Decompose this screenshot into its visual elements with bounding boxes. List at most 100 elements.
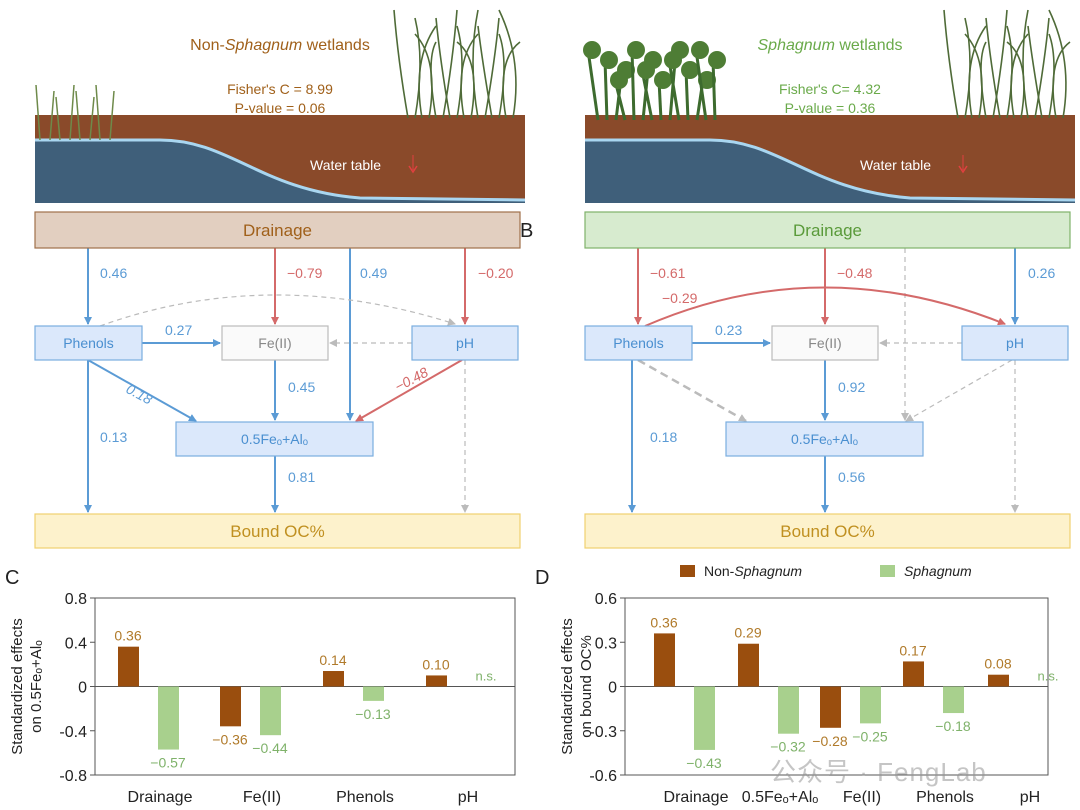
sedge-blade xyxy=(435,17,451,119)
node-drainage xyxy=(584,211,1071,249)
path-coefficient: 0.18 xyxy=(650,429,677,445)
sphagnum-leaf xyxy=(664,51,682,69)
y-tick-label: -0.6 xyxy=(589,768,617,785)
node-combo xyxy=(175,421,374,457)
node-label-fe: Fe(II) xyxy=(258,335,291,351)
legend-non-prefix: Non- xyxy=(704,563,735,579)
sphagnum-plant xyxy=(586,49,600,121)
sedge-blade xyxy=(1006,25,1013,119)
y-tick-label: 0.4 xyxy=(65,635,87,652)
y-tick-label: 0.3 xyxy=(595,635,617,652)
path-coefficient: 0.49 xyxy=(360,265,387,281)
water-table-label: Water table xyxy=(860,157,931,173)
node-ph xyxy=(411,325,519,361)
path-coefficient: 0.27 xyxy=(165,322,192,338)
node-phenols xyxy=(34,325,143,361)
node-label-ph: pH xyxy=(456,335,474,351)
sedge-blade xyxy=(1022,9,1029,119)
water-table-arrowhead xyxy=(408,165,418,174)
title-italic: Sphagnum xyxy=(225,37,302,54)
water-body xyxy=(585,140,1075,203)
bar-value-label: −0.25 xyxy=(852,728,888,744)
fisher-c: Fisher's C= 4.32 xyxy=(779,81,881,97)
sphagnum-leaf xyxy=(600,51,618,69)
x-tick-label: Drainage xyxy=(128,789,193,806)
path-coefficient: 0.46 xyxy=(100,265,127,281)
title-suffix: wetlands xyxy=(835,37,903,54)
node-label-drainage: Drainage xyxy=(243,221,312,240)
panel-B: Sphagnum wetlands Fisher's C= 4.32 P-value… xyxy=(520,9,1076,549)
sedge-blade xyxy=(968,25,987,119)
sedge-blade xyxy=(418,25,437,119)
node-label-bound: Bound OC% xyxy=(230,522,325,541)
sedge-blade xyxy=(502,41,521,119)
sphagnum-leaf xyxy=(708,51,726,69)
bar-non-sphagnum xyxy=(654,633,675,687)
bar-non-sphagnum xyxy=(118,646,139,687)
bar-value-label: −0.13 xyxy=(355,706,391,722)
x-tick-label: Drainage xyxy=(664,789,729,806)
path-edge-pH-co xyxy=(355,359,463,422)
path-coefficient: 0.81 xyxy=(288,469,315,485)
sedge-blade xyxy=(1034,17,1050,119)
node-bound xyxy=(584,513,1071,549)
bar-label-ns: n.s. xyxy=(476,669,497,684)
watermark: 公众号 · FengLab xyxy=(770,757,987,787)
sphagnum-leaf xyxy=(681,61,699,79)
bar-value-label: 0.14 xyxy=(319,652,346,668)
legend-label-non-sphagnum: Non-Sphagnum xyxy=(704,563,802,579)
node-label-ph: pH xyxy=(1006,335,1024,351)
panel-letter: D xyxy=(535,567,549,589)
sphagnum-leaf xyxy=(691,41,709,59)
path-coefficient: −0.20 xyxy=(478,265,514,281)
bar-value-label: −0.36 xyxy=(212,731,248,747)
sphagnum-plant xyxy=(603,59,609,121)
water-table-label: Water table xyxy=(310,157,381,173)
node-label-combo: 0.5Feₒ+Alₒ xyxy=(241,431,308,447)
sphagnum-plant xyxy=(684,69,690,121)
sedge-blade xyxy=(1027,25,1043,119)
x-tick-label: 0.5Feₒ+Alₒ xyxy=(742,789,819,806)
path-coefficient: −0.29 xyxy=(662,290,698,306)
title-prefix: Non- xyxy=(190,37,225,54)
bar-value-label: 0.29 xyxy=(734,625,761,641)
node-fe xyxy=(221,325,329,361)
sphagnum-leaf xyxy=(610,71,628,89)
x-tick-label: Phenols xyxy=(336,789,394,806)
grass-blade xyxy=(75,90,81,141)
bar-non-sphagnum xyxy=(220,686,241,727)
path-coefficient: −0.79 xyxy=(287,265,323,281)
y-tick-label: -0.3 xyxy=(589,724,617,741)
bar-sphagnum xyxy=(694,686,715,750)
panel-letter: B xyxy=(520,220,533,242)
x-tick-label: Phenols xyxy=(916,789,974,806)
grass-blade xyxy=(109,90,115,141)
sedge-blade xyxy=(980,41,987,119)
bar-value-label: −0.32 xyxy=(770,739,806,755)
path-coefficient: 0.13 xyxy=(100,429,127,445)
path-coefficient: 0.45 xyxy=(288,379,315,395)
sedge-blade xyxy=(414,17,421,119)
sedge-blade xyxy=(1048,9,1067,119)
sedge-blade xyxy=(484,17,500,119)
grass-blade xyxy=(49,90,55,141)
path-coefficient: −0.61 xyxy=(650,265,686,281)
bar-non-sphagnum xyxy=(903,661,924,687)
bar-non-sphagnum xyxy=(988,674,1009,687)
bar-value-label: 0.17 xyxy=(899,642,926,658)
sphagnum-plant xyxy=(630,49,636,121)
sphagnum-leaf xyxy=(637,61,655,79)
sedge-blade xyxy=(498,33,505,119)
p-value: P-value = 0.36 xyxy=(785,100,876,116)
bar-non-sphagnum xyxy=(820,686,841,728)
sedge-blade xyxy=(477,25,493,119)
path-coefficient: 0.56 xyxy=(838,469,865,485)
panel-title: Sphagnum wetlands xyxy=(758,37,903,54)
water-table-line xyxy=(35,138,526,202)
bar-value-label: −0.43 xyxy=(686,755,722,771)
path-edge-phe-pH xyxy=(99,294,456,327)
node-label-phenols: Phenols xyxy=(613,335,664,351)
sphagnum-plant xyxy=(711,59,717,121)
bar-value-label: −0.57 xyxy=(150,755,186,771)
